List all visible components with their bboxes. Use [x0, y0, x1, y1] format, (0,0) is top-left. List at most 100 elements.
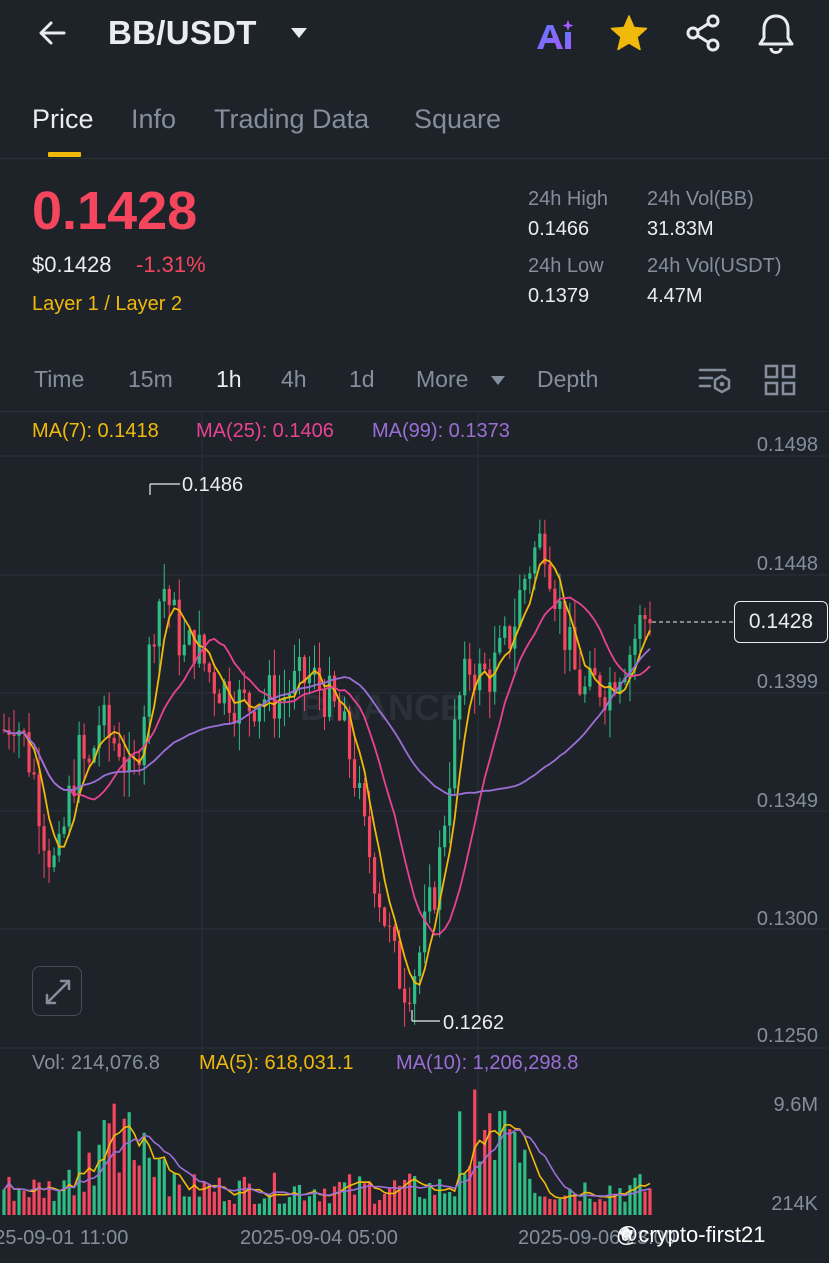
candle-body [633, 638, 637, 655]
back-arrow-icon[interactable] [34, 14, 72, 52]
share-icon[interactable] [684, 13, 722, 53]
interval-1d[interactable]: 1d [349, 366, 375, 392]
price-axis-label: 0.1349 [757, 790, 818, 812]
volume-ma5-line [3, 1123, 651, 1199]
volume-bar [337, 1181, 342, 1215]
dropdown-caret-icon[interactable] [290, 26, 308, 40]
ma7-legend: MA(7): 0.1418 [32, 420, 159, 442]
interval-4h[interactable]: 4h [281, 366, 307, 392]
ma25-legend: MA(25): 0.1406 [196, 420, 334, 442]
volume-bar [252, 1203, 256, 1215]
candle-body [573, 627, 577, 670]
volume-bar [62, 1180, 66, 1215]
tab-info[interactable]: Info [131, 104, 177, 134]
candle-body [603, 697, 607, 711]
candle-body [287, 694, 292, 698]
volume-bar [423, 1198, 427, 1215]
candle-body [87, 758, 91, 763]
candle-body [147, 644, 151, 717]
volume-bar [648, 1188, 652, 1215]
candle-body [322, 689, 327, 717]
volume-bar [92, 1185, 96, 1215]
candle-body [102, 704, 106, 726]
candle-body [433, 887, 437, 910]
candle-body [332, 675, 337, 702]
depth-tab[interactable]: Depth [537, 366, 599, 392]
pair-title[interactable]: BB/USDT [108, 14, 257, 51]
fullscreen-button[interactable] [32, 966, 82, 1016]
ma99-legend: MA(99): 0.1373 [372, 420, 510, 442]
volume-bar [97, 1144, 101, 1215]
candle-body [643, 615, 647, 620]
ai-icon[interactable] [534, 18, 576, 52]
volume-ma10-legend: MA(10): 1,206,298.8 [396, 1052, 579, 1074]
candlestick-chart[interactable]: BINANCE 0.1498 0.1448 0.1399 0.1349 0.1300 0.1… [0, 412, 829, 1263]
candle-body [27, 732, 31, 773]
layout-grid-icon[interactable] [764, 364, 796, 396]
volume-axis-top: 9.6M [774, 1094, 818, 1116]
volume-bar [32, 1179, 36, 1215]
volume-bar [207, 1184, 211, 1215]
interval-more[interactable]: More [416, 366, 469, 392]
interval-1h[interactable]: 1h [216, 366, 242, 392]
candle-body [327, 675, 332, 717]
candle-body [357, 783, 362, 789]
volume-bar [7, 1176, 11, 1215]
interval-15m[interactable]: 15m [128, 366, 173, 392]
24h-high-label: 24h High [528, 188, 609, 210]
price-axis-label: 0.1300 [757, 908, 818, 930]
bell-icon[interactable] [756, 12, 796, 54]
tab-trading-data[interactable]: Trading Data [214, 104, 370, 134]
volume-bar [212, 1191, 216, 1215]
volume-bar [152, 1176, 156, 1215]
volume-bar [528, 1178, 532, 1215]
volume-bar [122, 1118, 126, 1215]
binance-logo-icon [619, 1226, 633, 1240]
volume-bar [558, 1198, 562, 1215]
candle-body [82, 734, 86, 759]
usd-price: $0.1428 [32, 252, 112, 277]
candle-body [212, 672, 216, 694]
volume-bar [638, 1174, 642, 1215]
tab-price[interactable]: Price [32, 104, 94, 134]
volume-bar [222, 1201, 226, 1215]
high-marker-label: 0.1486 [182, 474, 243, 496]
candle-body [172, 599, 176, 606]
volume-bar [593, 1201, 597, 1215]
sector-tag[interactable]: Layer 1 / Layer 2 [32, 293, 183, 315]
volume-bar [112, 1103, 116, 1215]
candle-body [187, 630, 191, 645]
volume-bar [643, 1191, 647, 1215]
volume-bar [72, 1195, 76, 1215]
candle-body [578, 669, 582, 695]
candle-body [77, 734, 81, 797]
candle-body [272, 675, 277, 719]
volume-bar [448, 1191, 452, 1215]
candle-body [418, 952, 422, 977]
candle-body [508, 626, 512, 649]
star-icon[interactable] [609, 13, 649, 53]
candle-body [112, 737, 116, 744]
volume-bar [403, 1179, 407, 1215]
candle-body [167, 588, 171, 606]
indicator-settings-icon[interactable] [697, 364, 733, 396]
interval-time[interactable]: Time [34, 366, 85, 392]
candle-body [398, 940, 402, 989]
volume-bar [107, 1123, 111, 1215]
candle-body [463, 658, 467, 696]
candle-body [528, 573, 532, 579]
volume-bar [493, 1159, 497, 1215]
volume-bar [167, 1196, 171, 1215]
price-change-percent: -1.31% [136, 252, 206, 277]
candle-body [97, 725, 101, 749]
candle-body [252, 711, 256, 722]
volume-bar [322, 1188, 327, 1215]
volume-bar [393, 1180, 397, 1215]
volume-bar [202, 1181, 206, 1215]
time-axis-label: 2025-09-06 23:00 [518, 1227, 676, 1249]
candle-body [473, 674, 477, 691]
volume-bar [272, 1172, 277, 1215]
chevron-down-icon[interactable] [490, 374, 506, 386]
binance-watermark: BINANCE [300, 687, 464, 728]
tab-square[interactable]: Square [414, 104, 502, 134]
